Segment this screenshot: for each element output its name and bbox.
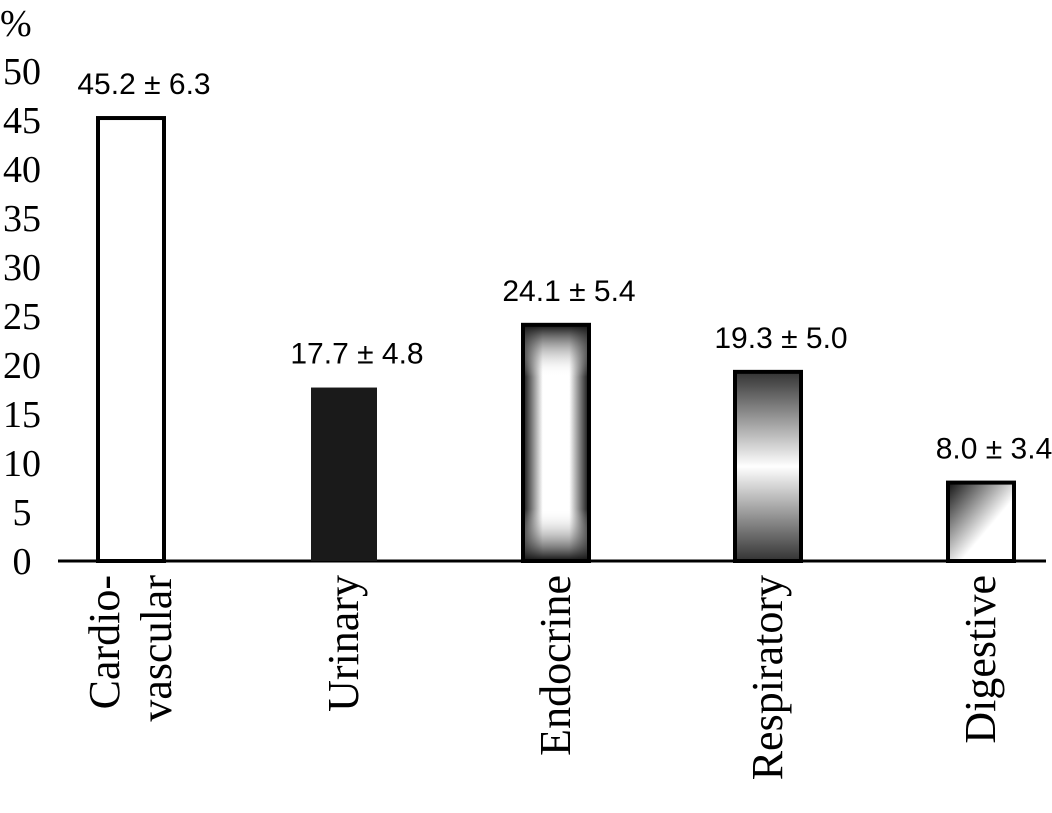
bar bbox=[311, 387, 377, 561]
bar bbox=[521, 322, 591, 563]
y-tick-label: 20 bbox=[3, 345, 41, 387]
y-tick-label: 50 bbox=[3, 51, 41, 93]
x-category-label: Cardio-vascular bbox=[80, 575, 181, 722]
bar bbox=[96, 116, 166, 563]
x-category-label-line: Cardio- bbox=[80, 575, 129, 709]
y-tick-label: 35 bbox=[3, 198, 41, 240]
y-tick-label: 40 bbox=[3, 149, 41, 191]
bar-outline bbox=[521, 322, 591, 563]
bar-shade bbox=[523, 324, 589, 561]
bar-fill bbox=[96, 116, 166, 563]
bar-fill bbox=[948, 482, 1014, 561]
x-category-label-line: Endocrine bbox=[531, 575, 580, 756]
bar-data-label: 8.0 ± 3.4 bbox=[936, 433, 1052, 466]
bar-data-label: 19.3 ± 5.0 bbox=[714, 322, 847, 355]
y-tick-label: 45 bbox=[3, 100, 41, 142]
bar-data-label: 17.7 ± 4.8 bbox=[290, 338, 423, 371]
x-category-label: Digestive bbox=[956, 575, 1005, 744]
bar-outline bbox=[946, 480, 1016, 564]
y-tick-label: 10 bbox=[3, 443, 41, 485]
x-category-label-line: Respiratory bbox=[743, 575, 792, 780]
y-axis-unit-label: % bbox=[0, 3, 32, 45]
bar bbox=[733, 369, 803, 563]
x-category-label-line: Digestive bbox=[956, 575, 1005, 744]
y-tick-label: 15 bbox=[3, 394, 41, 436]
x-category-label-line: vascular bbox=[132, 575, 181, 722]
y-tick-label: 0 bbox=[13, 541, 32, 583]
bar-data-label: 24.1 ± 5.4 bbox=[502, 275, 635, 308]
bar-fill bbox=[735, 371, 801, 561]
x-category-label: Endocrine bbox=[531, 575, 580, 756]
x-category-label-line: Urinary bbox=[319, 575, 368, 712]
x-category-label: Urinary bbox=[319, 575, 368, 712]
bar-outline bbox=[733, 369, 803, 563]
y-tick-label: 30 bbox=[3, 247, 41, 289]
y-tick-label: 25 bbox=[3, 296, 41, 338]
bar-fill bbox=[311, 387, 377, 561]
x-category-label: Respiratory bbox=[743, 575, 792, 780]
bar bbox=[946, 480, 1016, 564]
bar-data-label: 45.2 ± 6.3 bbox=[77, 68, 210, 101]
y-tick-label: 5 bbox=[13, 492, 32, 534]
